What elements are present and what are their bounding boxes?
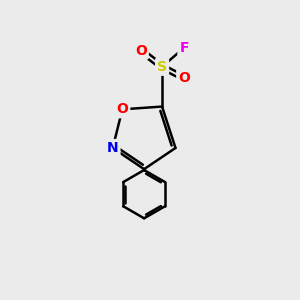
Text: S: S [157,60,167,74]
Text: O: O [135,44,147,58]
Text: N: N [107,141,118,155]
Text: O: O [116,102,128,116]
Text: O: O [178,71,190,85]
Text: F: F [179,41,189,55]
